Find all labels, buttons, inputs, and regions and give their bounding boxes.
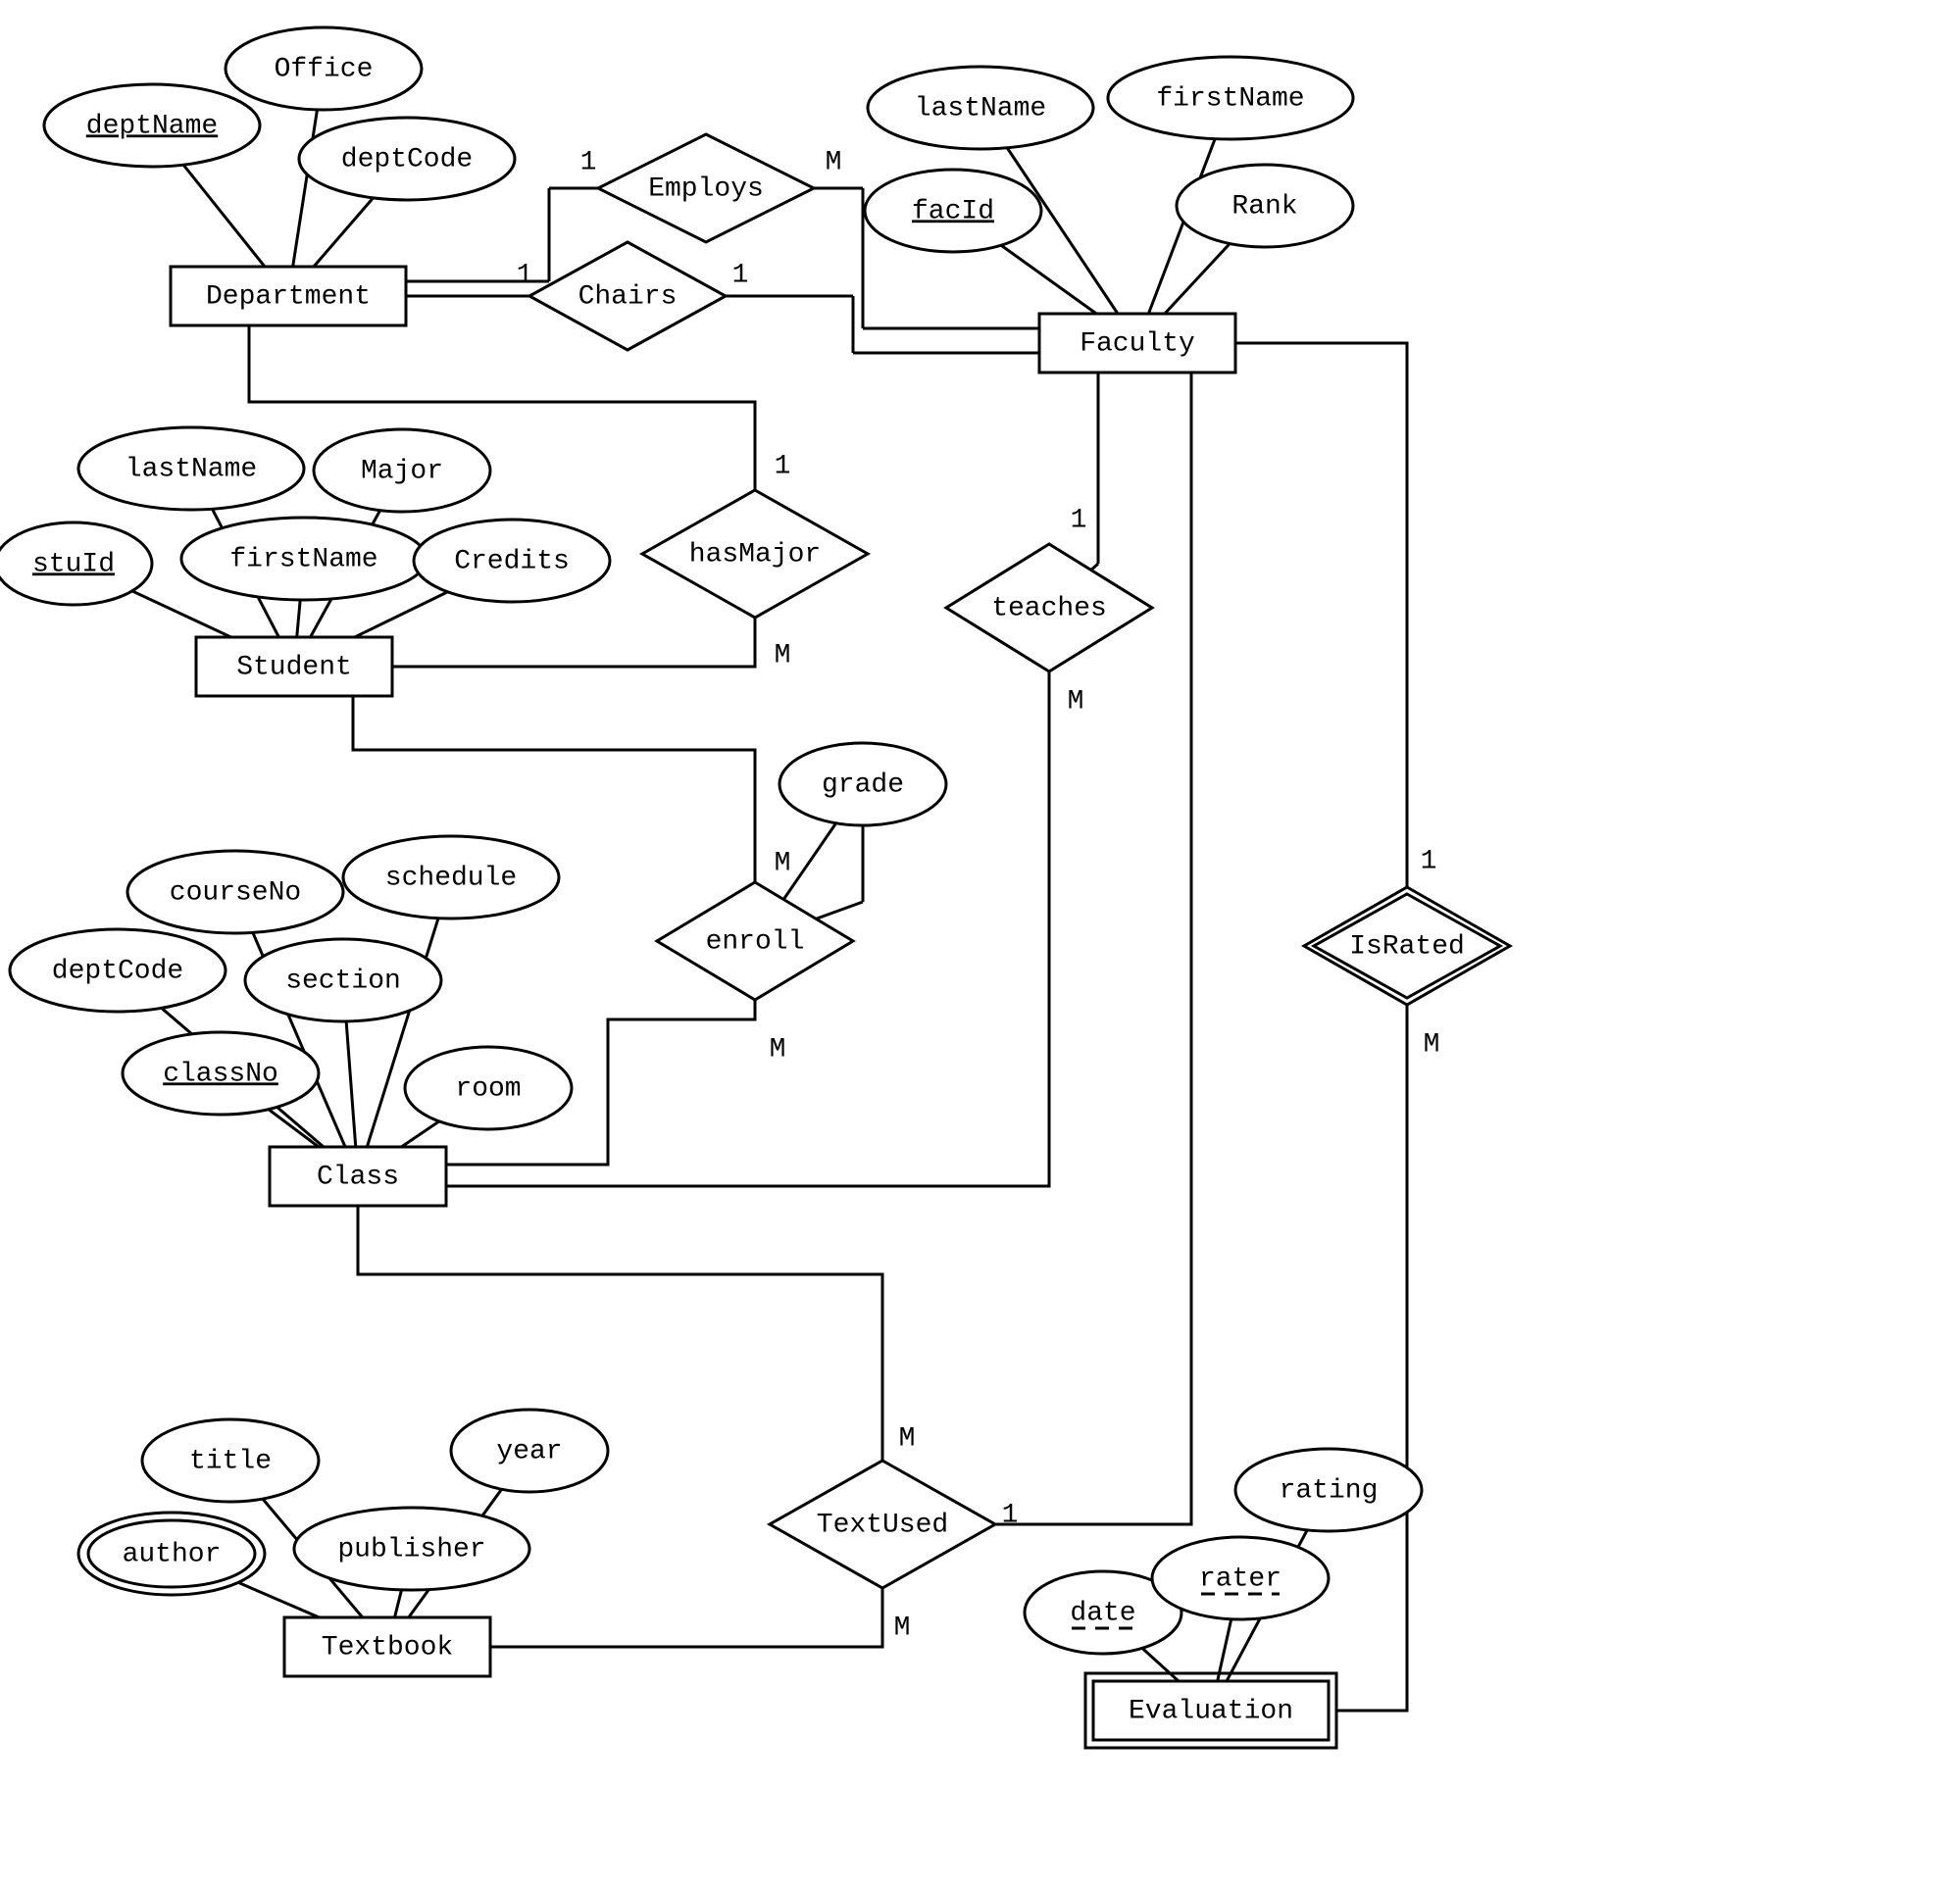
card-enroll-cls: M bbox=[770, 1034, 786, 1065]
attr-txt_year: year bbox=[496, 1436, 562, 1466]
card-textused-txt: M bbox=[894, 1613, 911, 1643]
card-israted-eval: M bbox=[1424, 1029, 1440, 1060]
rel-israted: IsRated bbox=[1349, 931, 1465, 962]
entity-faculty: Faculty bbox=[1080, 328, 1195, 359]
attr-stu_stuid: stuId bbox=[32, 549, 115, 579]
card-employs-dept: 1 bbox=[580, 147, 597, 177]
card-teaches-cls: M bbox=[1068, 686, 1084, 717]
attr-fac_rank: Rank bbox=[1231, 191, 1297, 222]
rel-textused: TextUsed bbox=[817, 1510, 948, 1540]
card-teaches-fac: 1 bbox=[1071, 505, 1087, 535]
rel-teaches: teaches bbox=[991, 593, 1107, 623]
attr-eval_rater: rater bbox=[1199, 1564, 1282, 1594]
attr-dept_deptcode: deptCode bbox=[341, 144, 473, 174]
attr-fac_lastname: lastName bbox=[915, 93, 1046, 124]
er-diagram: Department Faculty Student Class Textbook Eva… bbox=[0, 0, 1960, 1887]
entity-department: Department bbox=[206, 281, 371, 312]
attr-cls_deptcode: deptCode bbox=[52, 956, 183, 986]
attr-cls_section: section bbox=[285, 966, 401, 996]
attr-txt_publisher: publisher bbox=[337, 1534, 485, 1564]
rel-enroll: enroll bbox=[706, 926, 805, 957]
attr-fac_facid: facId bbox=[912, 196, 994, 226]
rel-employs: Employs bbox=[648, 174, 764, 204]
attr-dept_deptname: deptName bbox=[86, 111, 218, 141]
attr-dept_office: Office bbox=[275, 54, 374, 84]
attr-cls_room: room bbox=[455, 1073, 521, 1104]
entity-evaluation: Evaluation bbox=[1129, 1696, 1293, 1726]
attr-txt_author: author bbox=[123, 1539, 222, 1569]
rel-hasmajor: hasMajor bbox=[689, 539, 821, 570]
attr-eval_date: date bbox=[1070, 1598, 1135, 1628]
attr-cls_classno: classNo bbox=[163, 1059, 278, 1089]
attr-txt_title: title bbox=[189, 1446, 272, 1476]
card-employs-fac: M bbox=[826, 147, 842, 177]
attr-eval_rating: rating bbox=[1280, 1475, 1379, 1506]
card-textused-fac: 1 bbox=[1002, 1500, 1019, 1530]
attr-enroll_grade: grade bbox=[822, 770, 904, 800]
attr-stu_major: Major bbox=[361, 456, 443, 486]
attr-cls_schedule: schedule bbox=[385, 863, 517, 893]
rel-chairs: Chairs bbox=[578, 281, 678, 312]
card-enroll-stu: M bbox=[775, 848, 791, 878]
card-hasmajor-dept: 1 bbox=[775, 451, 791, 481]
card-chairs-dept: 1 bbox=[517, 260, 533, 290]
card-textused-cls: M bbox=[899, 1423, 916, 1454]
attr-fac_firstname: firstName bbox=[1156, 83, 1304, 114]
attr-stu_firstname: firstName bbox=[229, 544, 377, 574]
entity-textbook: Textbook bbox=[322, 1632, 453, 1663]
card-israted-fac: 1 bbox=[1421, 846, 1437, 876]
card-hasmajor-stu: M bbox=[775, 640, 791, 670]
attr-stu_lastname: lastName bbox=[126, 454, 257, 484]
attr-stu_credits: Credits bbox=[454, 546, 570, 576]
entity-class: Class bbox=[317, 1162, 399, 1192]
card-chairs-fac: 1 bbox=[732, 260, 749, 290]
entity-student: Student bbox=[236, 652, 352, 682]
attr-cls_courseno: courseNo bbox=[170, 877, 301, 908]
